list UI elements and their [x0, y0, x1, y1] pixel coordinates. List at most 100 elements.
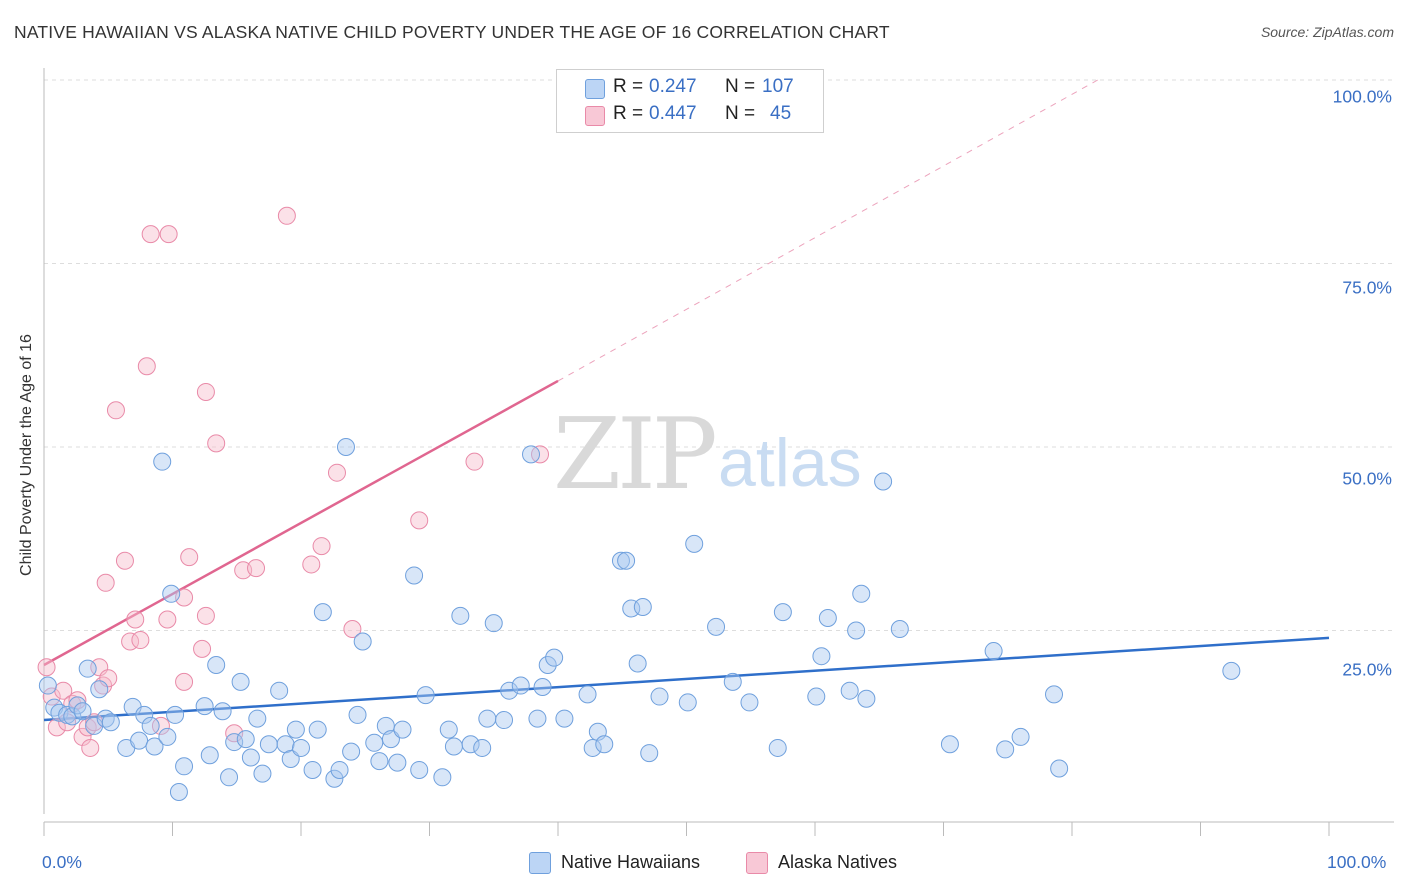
native-hawaiian-point — [225, 733, 244, 752]
legend-n-label: N = — [725, 76, 756, 97]
native-hawaiian-point — [207, 655, 226, 674]
native-hawaiian-point — [135, 705, 154, 724]
y-axis-label: Child Poverty Under the Age of 16 — [18, 334, 35, 576]
y-tick-label-75: 75.0% — [1342, 277, 1392, 298]
alaska-native-point — [196, 606, 215, 625]
native-hawaiian-point — [158, 727, 177, 746]
alaska-native-point — [68, 691, 87, 710]
correlation-legend: R = 0.247 N = 107 R = 0.447 N = 45 — [556, 69, 824, 133]
native-hawaiian-point — [416, 686, 435, 705]
alaska-native-point — [141, 225, 160, 244]
source-link[interactable]: Source: ZipAtlas.com — [1260, 24, 1394, 40]
watermark-zip: ZIP — [553, 398, 718, 512]
native-hawaiian-point — [847, 621, 866, 640]
native-hawaiian-point — [286, 720, 305, 739]
native-hawaiian-point — [370, 752, 389, 771]
bottom-legend-label: Alaska Natives — [778, 852, 898, 872]
native-hawaiian-point — [259, 735, 278, 754]
native-hawaiian-point — [195, 697, 214, 716]
native-hawaiian-point — [495, 711, 514, 730]
native-hawaiian-point — [538, 655, 557, 674]
native-hawaiian-point — [231, 672, 250, 691]
native-hawaiian-point — [281, 749, 300, 768]
native-hawaiian-point — [473, 738, 492, 757]
legend-r-label: R = — [613, 76, 644, 97]
native-hawaiian-point — [78, 659, 97, 678]
watermark-atlas: atlas — [718, 425, 862, 501]
native-hawaiian-point — [292, 738, 310, 757]
native-hawaiian-point — [857, 689, 876, 708]
native-hawaiian-point — [90, 680, 109, 699]
native-hawaiian-point — [166, 705, 185, 724]
native-hawaiian-point — [628, 654, 647, 673]
alaska-native-point — [159, 225, 178, 244]
native-hawaiian-point — [740, 693, 759, 712]
chart-title: NATIVE HAWAIIAN VS ALASKA NATIVE CHILD P… — [14, 22, 890, 42]
native-hawaiian-point — [1011, 727, 1030, 746]
native-hawaiian-point — [348, 705, 367, 724]
alaska-native-point — [115, 551, 134, 570]
native-hawaiian-point — [433, 768, 452, 787]
native-hawaiian-point — [96, 709, 115, 728]
alaska-native-point — [37, 658, 56, 677]
native-hawaiian-point — [461, 735, 480, 754]
alaska-native-point — [193, 639, 212, 658]
native-hawaiian-point — [773, 603, 792, 622]
y-tick-label-100: 100.0% — [1332, 86, 1392, 107]
alaska-native-point — [47, 718, 66, 737]
native-hawaiian-point — [153, 452, 172, 471]
native-hawaiian-point — [68, 696, 87, 715]
scatter-points — [37, 206, 1241, 801]
alaska-native-point — [126, 610, 145, 629]
alaska-native-point — [207, 434, 226, 453]
alaska-native-point — [96, 573, 115, 592]
native-hawaiian-point — [578, 685, 597, 704]
native-hawaiian-point — [63, 707, 82, 726]
native-hawaiian-point — [353, 632, 372, 651]
alaska-native-point — [196, 382, 215, 401]
native-hawaiian-point — [213, 702, 232, 721]
native-hawaiian-point — [145, 737, 164, 756]
native-hawaiian-point — [38, 676, 57, 695]
alaska-native-point — [343, 620, 362, 639]
native-hawaiian-point — [478, 709, 497, 728]
legend-row-alaska-natives: R = 0.447 N = 45 — [557, 101, 823, 129]
alaska-native-point — [277, 206, 296, 225]
native-hawaiian-point — [940, 735, 959, 754]
native-hawaiian-point — [220, 768, 239, 787]
native-hawaiian-point — [313, 603, 332, 622]
native-hawaiian-point — [405, 566, 424, 585]
x-tick-label-100: 100.0% — [1327, 852, 1387, 872]
native-hawaiian-point — [241, 748, 260, 767]
native-hawaiian-point — [890, 620, 909, 639]
native-hawaiian-point — [253, 764, 272, 783]
native-hawaiian-point — [678, 693, 697, 712]
native-hawaiian-point — [330, 760, 349, 779]
native-hawaiian-point — [101, 713, 120, 732]
native-hawaiian-point — [342, 742, 361, 761]
alaska-native-point — [137, 357, 156, 376]
native-hawaiian-point — [1222, 661, 1241, 680]
native-hawaiian-point — [852, 584, 871, 603]
native-hawaiian-point — [511, 676, 530, 695]
alaska-native-point — [327, 463, 346, 482]
native-hawaiian-point — [381, 730, 400, 749]
native-hawaiian-point — [162, 584, 181, 603]
native-hawaiian-point — [73, 702, 92, 721]
legend-row-native-hawaiians: R = 0.247 N = 107 — [557, 74, 823, 102]
native-hawaiian-point — [812, 647, 831, 666]
native-hawaiian-point — [650, 687, 669, 706]
legend-r-label: R = — [613, 103, 644, 124]
native-hawaiian-point — [528, 709, 547, 728]
native-hawaiian-point — [388, 753, 407, 772]
native-hawaiian-point — [807, 687, 826, 706]
native-hawaiian-point — [545, 648, 564, 667]
native-hawaiian-point — [200, 746, 219, 765]
native-hawaiian-point — [451, 606, 470, 625]
native-hawaiian-point — [707, 617, 726, 636]
alaska-native-point — [81, 738, 100, 757]
native-hawaiian-point — [685, 534, 704, 553]
x-tick-label-0: 0.0% — [42, 852, 82, 872]
native-hawaiian-point — [611, 551, 630, 570]
